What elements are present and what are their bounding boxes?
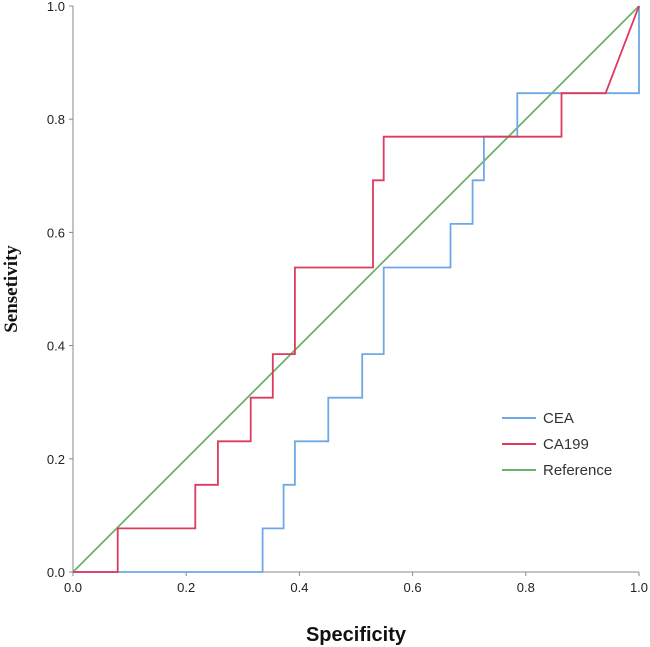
series-line-ca199	[73, 5, 640, 573]
x-tick-label: 0.4	[290, 580, 308, 595]
y-tick-label: 0.6	[47, 225, 65, 240]
x-tick-label: 0.6	[404, 580, 422, 595]
y-tick-label: 0.0	[47, 565, 65, 580]
legend: CEA CA199 Reference	[502, 410, 612, 479]
x-tick-label: 1.0	[630, 580, 648, 595]
series-line-reference	[72, 5, 640, 573]
x-tick-label: 0.2	[177, 580, 195, 595]
y-tick-label: 0.8	[47, 112, 65, 127]
legend-label-cea: CEA	[543, 410, 574, 427]
x-tick-labels: 0.0 0.2 0.4 0.6 0.8 1.0	[64, 572, 648, 595]
legend-label-ca199: CA199	[543, 436, 589, 453]
y-axis-label: Sensetivity	[1, 245, 22, 333]
x-tick-label: 0.0	[64, 580, 82, 595]
y-tick-label: 0.2	[47, 452, 65, 467]
y-tick-label: 0.4	[47, 339, 65, 354]
series-lines	[72, 5, 640, 573]
x-axis-label: Specificity	[306, 624, 407, 646]
x-tick-label: 0.8	[517, 580, 535, 595]
y-tick-label: 1.0	[47, 0, 65, 14]
legend-label-reference: Reference	[543, 462, 612, 479]
y-tick-labels: 0.0 0.2 0.4 0.6 0.8 1.0	[47, 0, 73, 580]
